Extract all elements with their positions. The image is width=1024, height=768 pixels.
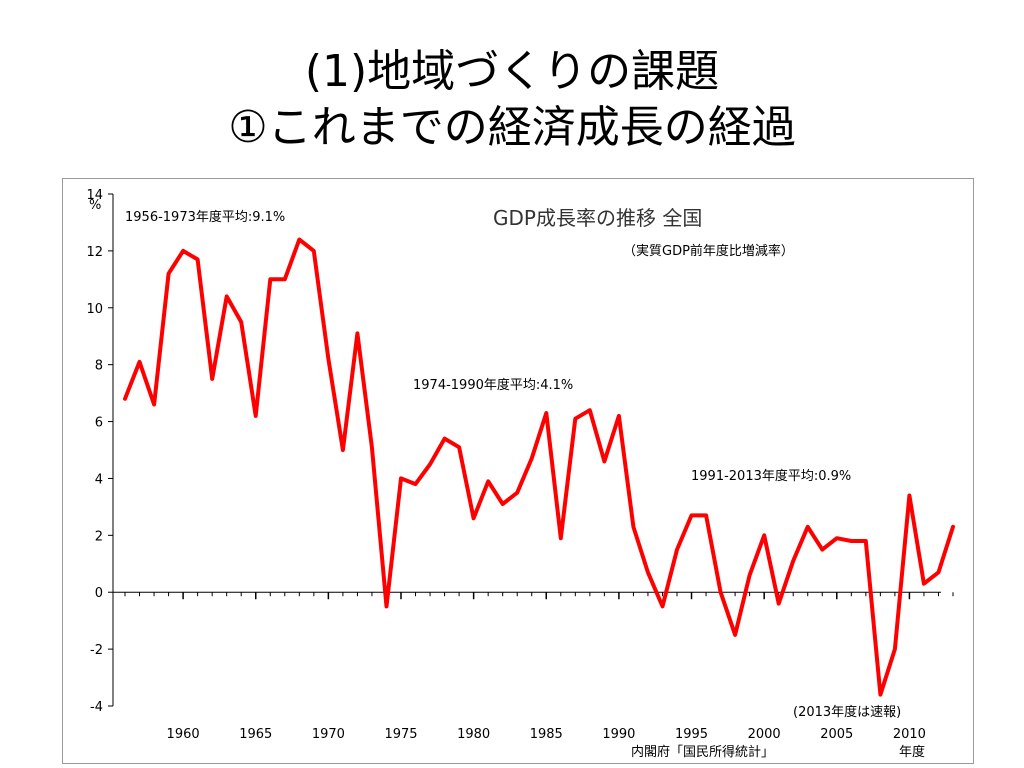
data-point-2005 <box>835 536 839 540</box>
data-point-2010 <box>907 494 911 498</box>
data-point-1995 <box>690 513 694 517</box>
data-point-1960 <box>181 249 185 253</box>
data-point-2000 <box>762 533 766 537</box>
slide-title-line-2: ①これまでの経済成長の経過 <box>228 102 796 153</box>
annotation-1974-1990: 1974-1990年度平均:4.1% <box>413 377 573 393</box>
data-point-2013 <box>951 525 955 529</box>
data-point-1988 <box>588 408 592 412</box>
data-point-1958 <box>152 402 156 406</box>
data-point-2001 <box>777 602 781 606</box>
data-point-1980 <box>472 516 476 520</box>
annotation-1991-2013: 1991-2013年度平均:0.9% <box>691 468 851 484</box>
preliminary-note: (2013年度は速報) <box>793 704 901 720</box>
data-point-2003 <box>806 525 810 529</box>
data-point-1968 <box>297 238 301 242</box>
data-point-1991 <box>631 525 635 529</box>
data-point-1973 <box>370 445 374 449</box>
data-point-2011 <box>922 582 926 586</box>
y-tick-label: 12 <box>86 245 103 260</box>
data-point-1956 <box>123 397 127 401</box>
data-point-1993 <box>660 604 664 608</box>
data-point-1979 <box>457 445 461 449</box>
y-tick-label: 14 <box>86 188 103 203</box>
data-point-1971 <box>341 448 345 452</box>
data-point-2012 <box>936 570 940 574</box>
y-tick-label: 0 <box>95 586 103 601</box>
data-point-1999 <box>748 573 752 577</box>
chart-frame: -4 -2 0 2 4 6 8 10 12 14 1960 1965 1970 1975 1980 1985… <box>62 178 974 764</box>
data-point-1959 <box>167 272 171 276</box>
x-tick-label: 2010 <box>893 727 926 742</box>
data-point-1983 <box>515 491 519 495</box>
data-point-1982 <box>501 502 505 506</box>
x-tick-label: 1995 <box>675 727 708 742</box>
data-point-1996 <box>704 513 708 517</box>
data-point-1977 <box>428 462 432 466</box>
y-tick-labels: -4 -2 0 2 4 6 8 10 12 14 <box>86 188 113 715</box>
data-point-1967 <box>283 277 287 281</box>
x-tick-label: 1960 <box>167 727 200 742</box>
data-points <box>123 238 955 697</box>
y-tick-label: 10 <box>86 302 103 317</box>
data-point-1981 <box>486 479 490 483</box>
data-point-1984 <box>530 457 534 461</box>
y-tick-label: 4 <box>95 472 103 487</box>
annotation-1956-1973: 1956-1973年度平均:9.1% <box>125 209 285 225</box>
y-unit-label: % <box>89 198 101 213</box>
data-point-2009 <box>893 647 897 651</box>
data-point-2008 <box>878 693 882 697</box>
slide-title: (1)地域づくりの課題 ①これまでの経済成長の経過 <box>0 44 1024 156</box>
data-point-1985 <box>544 411 548 415</box>
slide-title-line-1: (1)地域づくりの課題 <box>304 46 720 97</box>
data-point-1970 <box>326 357 330 361</box>
data-point-1994 <box>675 548 679 552</box>
data-point-1963 <box>225 294 229 298</box>
data-point-2002 <box>791 559 795 563</box>
x-tick-label: 1970 <box>312 727 345 742</box>
data-point-1972 <box>355 331 359 335</box>
data-point-1992 <box>646 570 650 574</box>
data-point-1975 <box>399 476 403 480</box>
x-tick-label: 1980 <box>457 727 490 742</box>
chart-subtitle: （実質GDP前年度比増減率） <box>623 243 794 259</box>
gdp-growth-line-chart: -4 -2 0 2 4 6 8 10 12 14 1960 1965 1970 1975 1980 1985… <box>86 188 955 760</box>
x-tick-label: 2005 <box>820 727 853 742</box>
x-tick-label: 1975 <box>384 727 417 742</box>
data-point-1986 <box>559 536 563 540</box>
y-tick-label: -4 <box>90 700 103 715</box>
data-point-1989 <box>602 459 606 463</box>
x-tick-label: 2000 <box>748 727 781 742</box>
data-point-1961 <box>196 257 200 261</box>
data-point-1962 <box>210 377 214 381</box>
x-tick-labels: 1960 1965 1970 1975 1980 1985 1990 1995 2000 2005… <box>124 592 954 742</box>
data-point-1957 <box>138 360 142 364</box>
data-point-1966 <box>268 277 272 281</box>
chart-title: GDP成長率の推移 全国 <box>493 206 702 230</box>
x-tick-label: 1965 <box>239 727 272 742</box>
series-line-gdp-growth <box>123 237 955 697</box>
x-tick-label: 1990 <box>602 727 635 742</box>
data-point-1964 <box>239 320 243 324</box>
y-tick-label: -2 <box>90 643 103 658</box>
data-point-1998 <box>733 633 737 637</box>
source-label: 内閣府「国民所得統計」 <box>631 744 774 760</box>
data-point-2004 <box>820 548 824 552</box>
data-point-1987 <box>573 417 577 421</box>
data-point-1969 <box>312 249 316 253</box>
data-point-1976 <box>414 482 418 486</box>
data-point-2007 <box>864 539 868 543</box>
x-tick-label: 1985 <box>530 727 563 742</box>
y-tick-label: 6 <box>95 416 103 431</box>
x-axis-label: 年度 <box>899 744 925 760</box>
data-point-1997 <box>719 590 723 594</box>
data-point-1965 <box>254 414 258 418</box>
data-point-1990 <box>617 414 621 418</box>
y-tick-label: 2 <box>95 529 103 544</box>
data-point-2006 <box>849 539 853 543</box>
data-point-1974 <box>384 604 388 608</box>
data-point-1978 <box>443 437 447 441</box>
chart-axes <box>112 194 941 706</box>
y-tick-label: 8 <box>95 359 103 374</box>
